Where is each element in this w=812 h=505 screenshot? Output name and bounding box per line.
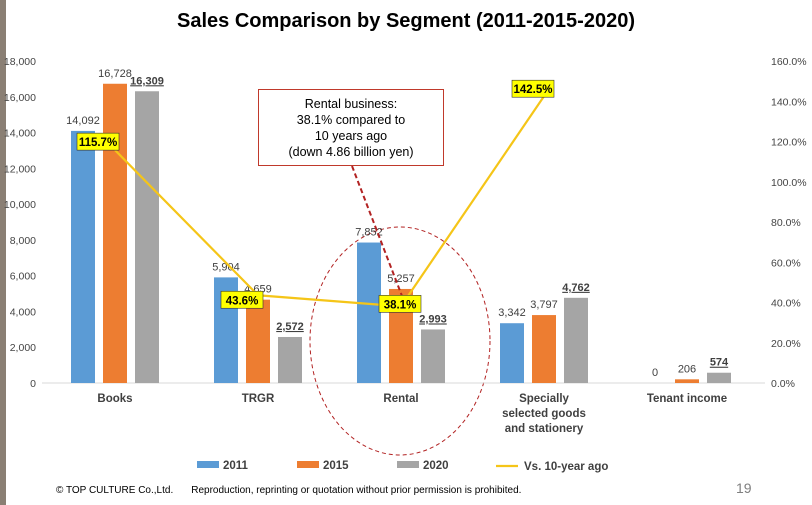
bar-value-label: 14,092: [66, 115, 100, 127]
page-number: 19: [736, 480, 752, 496]
left-axis-tick-label: 2,000: [10, 342, 36, 354]
bar-2020: [421, 329, 445, 383]
bar-2020: [564, 297, 588, 383]
left-axis-tick-label: 12,000: [4, 163, 36, 175]
bar-value-label: 4,762: [562, 282, 590, 294]
bar-value-label: 16,728: [98, 68, 132, 80]
bar-2011: [357, 242, 381, 383]
legend-label: 2020: [423, 460, 449, 472]
annotation-line: 10 years ago: [314, 128, 388, 143]
bar-2011: [71, 130, 95, 383]
ratio-label: 142.5%: [513, 84, 552, 96]
bar-2020: [135, 91, 159, 383]
ratio-label-box: [511, 79, 555, 98]
ratio-label: 43.6%: [226, 295, 259, 307]
left-axis-tick-label: 18,000: [4, 56, 36, 68]
category-label: selected goods: [502, 408, 586, 420]
bar-value-label: 2,572: [276, 321, 304, 333]
right-axis-tick-label: 100.0%: [771, 177, 807, 189]
category-label: and stationery: [505, 423, 584, 435]
right-axis-tick-label: 120.0%: [771, 137, 807, 149]
right-axis-tick-label: 0.0%: [771, 378, 795, 390]
bar-value-label: 574: [710, 357, 729, 369]
bar-2015: [675, 379, 699, 383]
rental-highlight-ellipse: [309, 226, 491, 456]
left-axis-tick-label: 16,000: [4, 92, 36, 104]
legend-swatch-2011: [197, 461, 219, 468]
footer: © TOP CULTURE Co.,Ltd. Reproduction, repr…: [56, 485, 521, 496]
bar-2015: [532, 315, 556, 383]
right-axis-tick-label: 60.0%: [771, 257, 801, 269]
ratio-label: 115.7%: [79, 137, 117, 149]
bar-2015: [246, 299, 270, 383]
category-label: Rental: [383, 393, 418, 405]
slide-left-edge: [0, 0, 6, 505]
right-axis-tick-label: 40.0%: [771, 298, 801, 310]
annotation-pointer-line: [351, 165, 403, 297]
category-label: TRGR: [242, 393, 275, 405]
bar-value-label: 16,309: [130, 75, 164, 87]
legend-label: 2015: [323, 460, 349, 472]
ratio-line: [114, 95, 545, 308]
bar-2020: [707, 372, 731, 383]
chart-title: Sales Comparison by Segment (2011-2015-2…: [177, 10, 635, 32]
left-axis-tick-label: 6,000: [10, 271, 36, 283]
left-axis-tick-label: 10,000: [4, 199, 36, 211]
annotation-line: Rental business:: [304, 96, 398, 111]
bar-2011: [500, 323, 524, 383]
annotation-line: 38.1% compared to: [296, 112, 406, 127]
annotation-line: (down 4.86 billion yen): [288, 144, 414, 159]
category-label: Books: [97, 393, 132, 405]
footer-notice: Reproduction, reprinting or quotation wi…: [191, 485, 522, 496]
footer-copyright: © TOP CULTURE Co.,Ltd.: [56, 485, 174, 496]
legend-swatch-2020: [397, 461, 419, 468]
right-axis-tick-label: 160.0%: [771, 56, 807, 68]
category-label: Specially: [519, 393, 569, 405]
bar-2015: [103, 83, 127, 383]
bar-value-label: 206: [678, 363, 696, 375]
legend-swatch-2015: [297, 461, 319, 468]
rental-annotation-box: Rental business: 38.1% compared to 10 ye…: [258, 89, 444, 166]
bar-value-label: 3,342: [498, 307, 526, 319]
bar-value-label: 2,993: [419, 313, 447, 325]
ratio-label: 38.1%: [384, 299, 417, 311]
left-axis-tick-label: 0: [30, 378, 36, 390]
bar-value-label: 0: [652, 367, 658, 379]
right-axis-tick-label: 20.0%: [771, 338, 801, 350]
left-axis-tick-label: 14,000: [4, 128, 36, 140]
legend-label: 2011: [223, 460, 249, 472]
right-axis-tick-label: 80.0%: [771, 217, 801, 229]
left-axis-tick-label: 4,000: [10, 306, 36, 318]
legend-label: Vs. 10-year ago: [524, 461, 608, 473]
right-axis-tick-label: 140.0%: [771, 96, 807, 108]
bar-2020: [278, 336, 302, 383]
ratio-label-box: [76, 132, 120, 151]
ratio-label-box: [220, 290, 264, 309]
left-axis-tick-label: 8,000: [10, 235, 36, 247]
bar-value-label: 3,797: [530, 299, 558, 311]
ratio-label-box: [378, 295, 422, 313]
category-label: Tenant income: [647, 393, 727, 405]
bar-value-label: 5,257: [387, 273, 415, 285]
